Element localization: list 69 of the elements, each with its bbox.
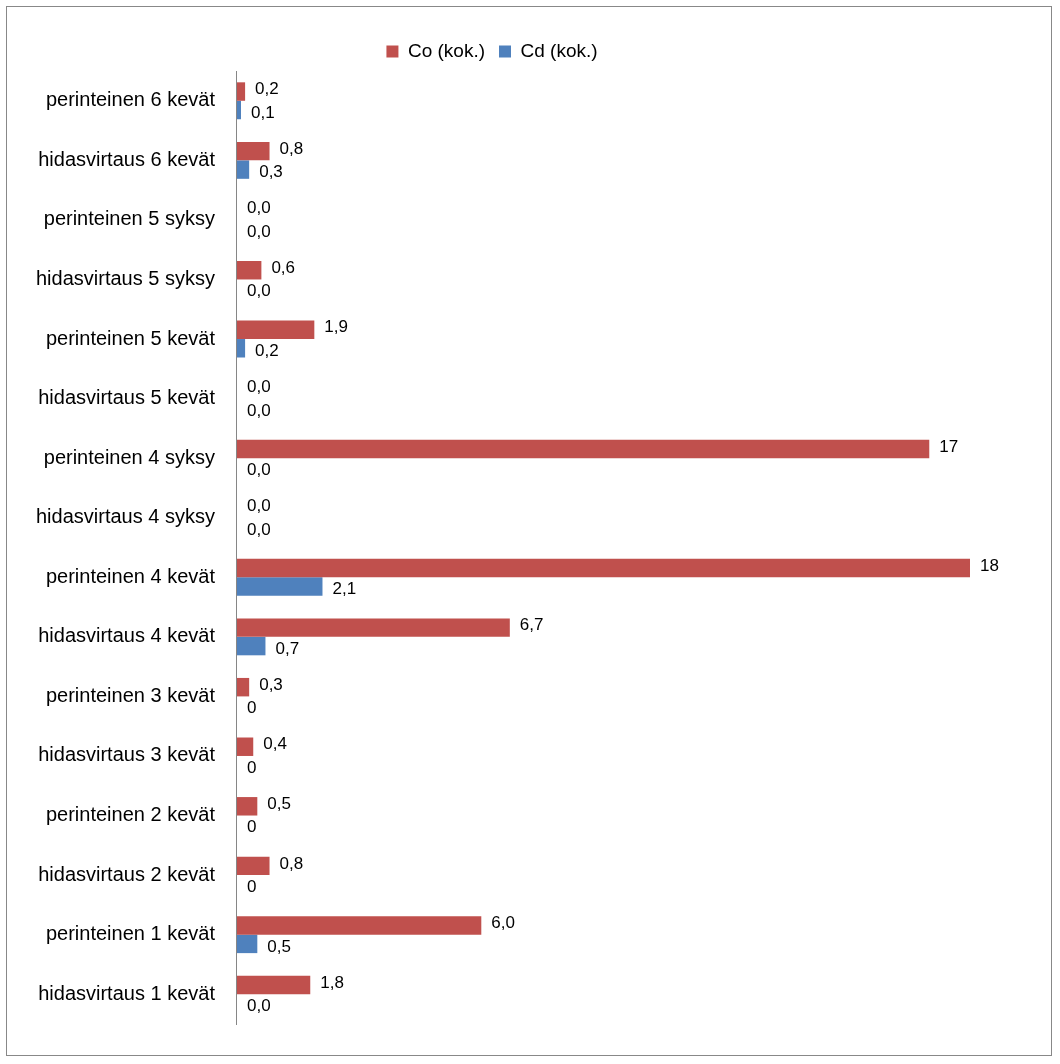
y-tick-label: hidasvirtaus 5 kevät [38, 386, 216, 409]
data-label: 0,0 [246, 496, 271, 516]
bar [236, 677, 250, 697]
data-label: 0,7 [275, 638, 300, 658]
bar [236, 339, 246, 358]
data-label: 0,5 [267, 793, 291, 813]
data-label: 0,0 [246, 460, 271, 480]
bar [236, 320, 315, 340]
data-label: 0 [246, 698, 257, 718]
bar [236, 856, 270, 876]
data-label: 0,0 [246, 400, 271, 420]
y-tick-label: perinteinen 3 kevät [45, 683, 216, 706]
bar [236, 558, 970, 578]
bar [236, 916, 482, 935]
y-tick-label: perinteinen 4 syksy [43, 445, 215, 468]
data-label: 2,1 [332, 579, 357, 599]
data-label: 18 [980, 555, 999, 575]
bar [236, 975, 311, 995]
y-tick-label: perinteinen 4 kevät [45, 564, 216, 587]
data-label: 0,5 [267, 936, 291, 956]
bar [236, 261, 262, 280]
data-label: 0,8 [279, 853, 304, 873]
y-tick-label: perinteinen 6 kevät [45, 88, 216, 111]
y-tick-label: perinteinen 5 syksy [43, 207, 215, 230]
data-label: 0,0 [246, 519, 271, 539]
legend-label: Co (kok.) [407, 39, 486, 61]
data-label: 0,8 [279, 138, 304, 158]
bar [236, 618, 510, 637]
legend-label: Cd (kok.) [520, 39, 598, 61]
data-label: 0,0 [246, 281, 271, 301]
data-label: 0 [246, 817, 257, 837]
data-label: 0,3 [259, 162, 283, 182]
bar [236, 160, 250, 179]
data-label: 0,0 [246, 198, 271, 218]
data-label: 0,0 [246, 996, 271, 1016]
data-label: 0,2 [255, 79, 279, 99]
y-tick-label: perinteinen 5 kevät [45, 326, 216, 349]
bar [236, 82, 246, 101]
y-tick-label: perinteinen 1 kevät [45, 922, 216, 945]
y-tick-label: hidasvirtaus 3 kevät [38, 743, 216, 766]
bar [236, 439, 930, 459]
data-label: 1,8 [320, 972, 344, 992]
bar [236, 934, 258, 954]
data-label: 0 [246, 757, 257, 777]
data-label: 0,0 [246, 377, 271, 397]
data-label: 0,2 [255, 340, 279, 360]
bar [236, 737, 254, 756]
data-label: 0 [246, 877, 257, 897]
y-tick-label: hidasvirtaus 5 syksy [35, 266, 215, 289]
bar [236, 577, 323, 596]
bar [236, 797, 258, 816]
y-tick-label: hidasvirtaus 4 syksy [35, 505, 215, 528]
bar [236, 100, 242, 120]
data-label: 17 [939, 436, 959, 456]
bar [236, 636, 266, 656]
data-label: 6,0 [491, 913, 515, 933]
y-tick-label: hidasvirtaus 6 kevät [38, 147, 216, 170]
data-label: 0,1 [251, 102, 275, 122]
data-label: 0,6 [271, 257, 296, 277]
data-label: 0,4 [263, 734, 287, 754]
bar [236, 141, 270, 161]
data-label: 0,0 [246, 221, 271, 241]
y-tick-label: hidasvirtaus 1 kevät [38, 981, 216, 1004]
y-tick-label: hidasvirtaus 4 kevät [38, 624, 216, 647]
data-label: 1,9 [324, 317, 348, 337]
y-tick-label: hidasvirtaus 2 kevät [38, 862, 216, 885]
data-label: 0,3 [259, 674, 283, 694]
y-tick-label: perinteinen 2 kevät [45, 803, 216, 826]
data-label: 6,7 [519, 615, 544, 635]
